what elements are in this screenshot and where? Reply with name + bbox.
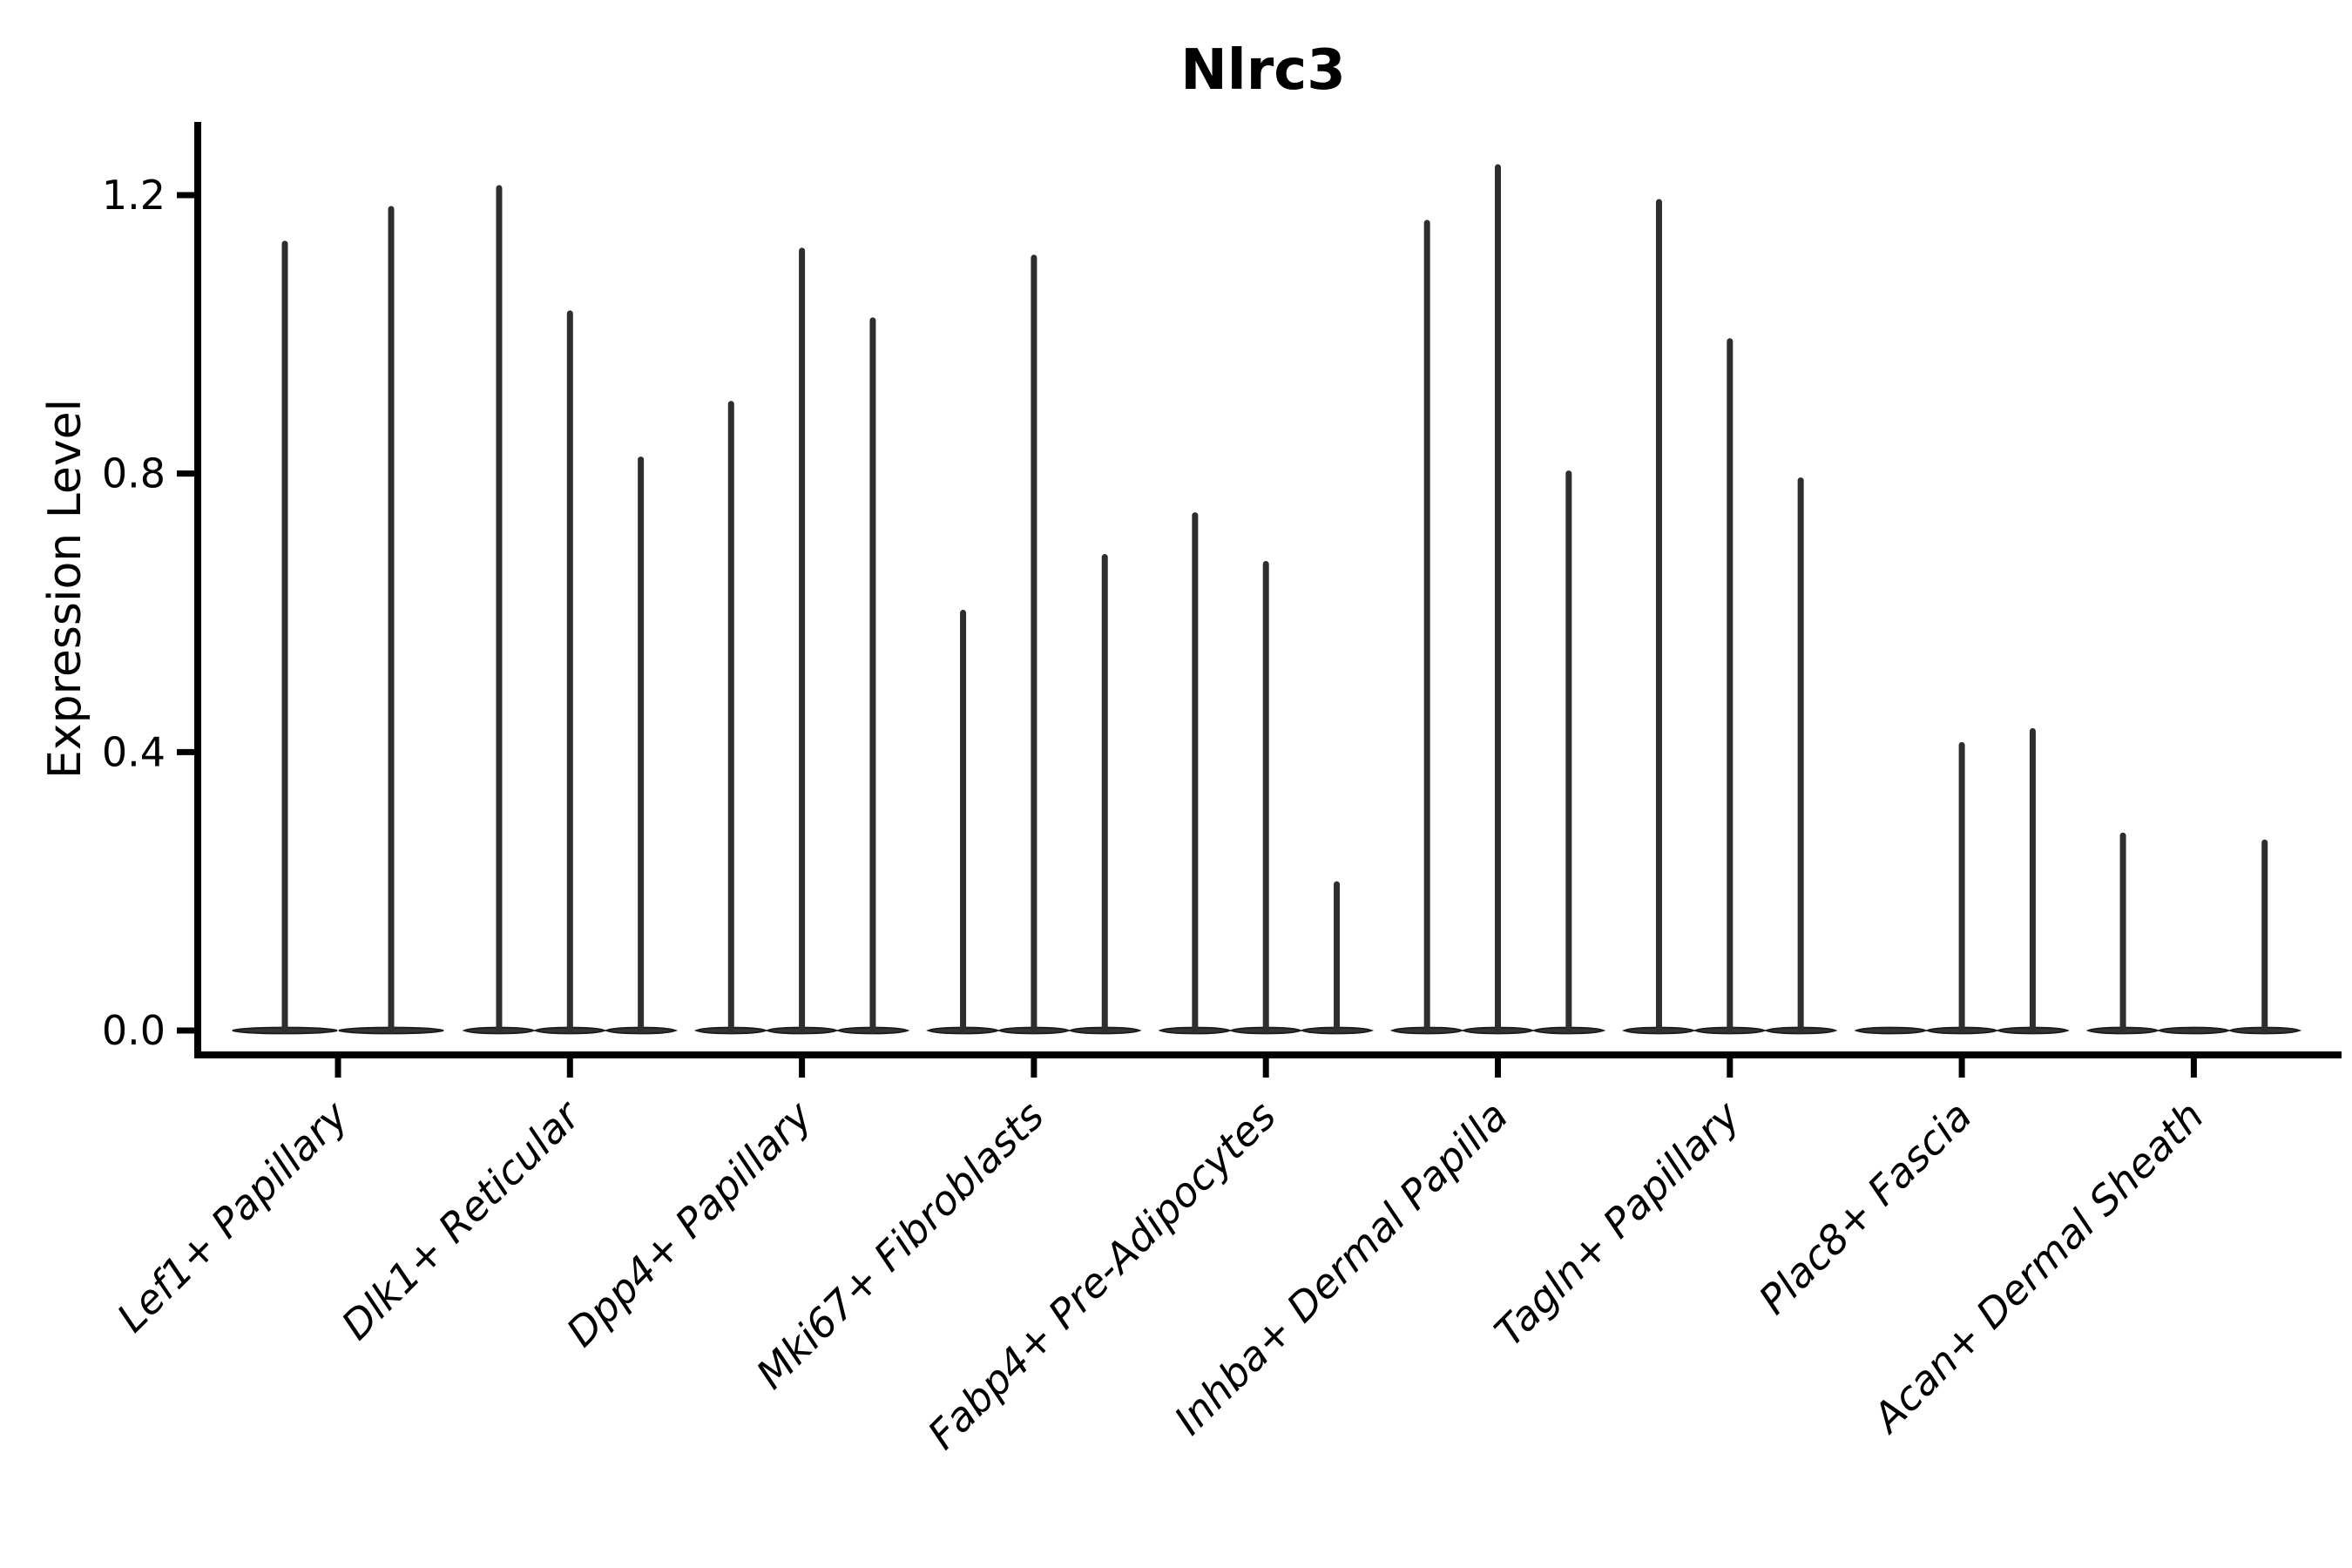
y-tick-label: 0.4 (102, 728, 166, 775)
chart-title: Nlrc3 (1180, 38, 1346, 103)
x-tick-label: Tagln+ Papillary (1485, 1092, 1749, 1355)
y-axis-ticks: 0.0 0.4 0.8 1.2 (102, 172, 194, 1054)
violin-base (2156, 1026, 2231, 1035)
y-tick-label: 0.0 (102, 1007, 166, 1054)
x-tick-label: Dlk1+ Reticular (332, 1090, 591, 1348)
x-tick-label: Lef1+ Papillary (108, 1092, 357, 1341)
y-tick-label: 0.8 (102, 450, 166, 497)
x-tick-label: Plac8+ Fascia (1749, 1092, 1980, 1323)
y-axis-label: Expression Level (39, 399, 91, 779)
y-tick-label: 1.2 (102, 172, 166, 219)
violin-base (1854, 1026, 1929, 1035)
x-tick-label: Dpp4+ Papillary (558, 1092, 821, 1355)
violin-series (232, 164, 2302, 1035)
axes (194, 122, 2342, 1058)
